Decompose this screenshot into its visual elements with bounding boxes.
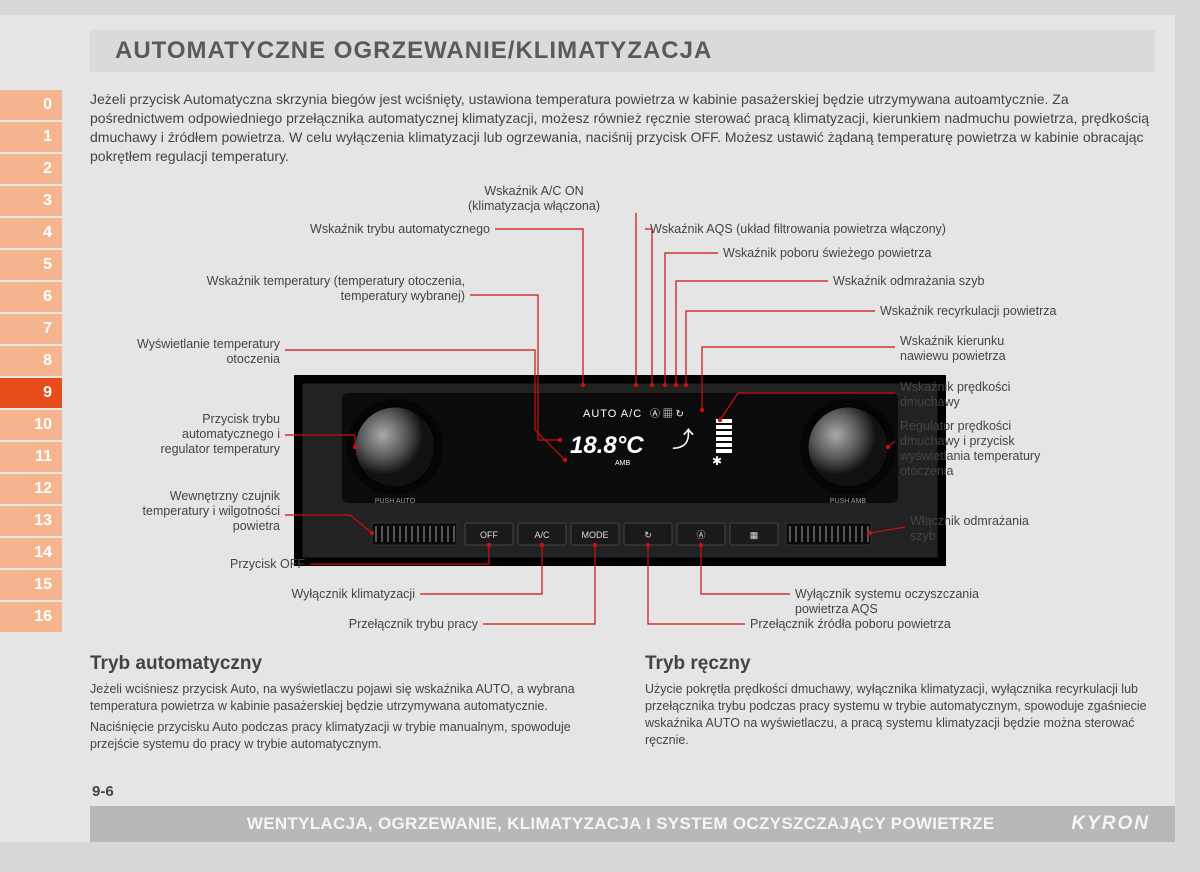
svg-text:Wyłącznik systemu oczyszczania: Wyłącznik systemu oczyszczaniapowietrza … bbox=[795, 587, 979, 616]
svg-text:A/C: A/C bbox=[534, 530, 550, 540]
chapter-tabs: 012345678910111213141516 bbox=[0, 90, 62, 634]
chapter-tab-11: 11 bbox=[0, 442, 62, 472]
chapter-tab-15: 15 bbox=[0, 570, 62, 600]
footer-title: WENTYLACJA, OGRZEWANIE, KLIMATYZACJA I S… bbox=[170, 814, 1071, 834]
svg-text:Wskaźnik trybu automatycznego: Wskaźnik trybu automatycznego bbox=[310, 222, 490, 236]
svg-text:↻: ↻ bbox=[644, 530, 652, 540]
manual-mode-heading: Tryb ręczny bbox=[645, 653, 1150, 675]
chapter-tab-7: 7 bbox=[0, 314, 62, 344]
chapter-tab-10: 10 bbox=[0, 410, 62, 440]
svg-text:18.8°C: 18.8°C bbox=[570, 432, 644, 459]
chapter-tab-13: 13 bbox=[0, 506, 62, 536]
chapter-tab-16: 16 bbox=[0, 602, 62, 632]
svg-text:✱: ✱ bbox=[712, 454, 722, 468]
svg-text:Ⓐ ▦ ↻: Ⓐ ▦ ↻ bbox=[650, 408, 684, 420]
manual-mode-section: Tryb ręczny Użycie pokrętła prędkości dm… bbox=[645, 653, 1150, 757]
chapter-tab-14: 14 bbox=[0, 538, 62, 568]
page-title-bar: AUTOMATYCZNE OGRZEWANIE/KLIMATYZACJA bbox=[90, 30, 1155, 72]
chapter-tab-0: 0 bbox=[0, 90, 62, 120]
chapter-tab-2: 2 bbox=[0, 154, 62, 184]
auto-mode-heading: Tryb automatyczny bbox=[90, 653, 595, 675]
svg-text:PUSH AUTO: PUSH AUTO bbox=[375, 498, 416, 505]
svg-text:Wyświetlanie temperaturyotocze: Wyświetlanie temperaturyotoczenia bbox=[137, 337, 281, 366]
svg-text:Wskaźnik A/C ON(klimatyzacja w: Wskaźnik A/C ON(klimatyzacja włączona) bbox=[468, 185, 600, 213]
svg-text:Przełącznik źródła poboru powi: Przełącznik źródła poboru powietrza bbox=[750, 617, 951, 631]
svg-text:Wskaźnik odmrażania szyb: Wskaźnik odmrażania szyb bbox=[833, 274, 984, 288]
svg-text:▦: ▦ bbox=[750, 530, 759, 540]
svg-text:Wskaźnik temperatury (temperat: Wskaźnik temperatury (temperatury otocze… bbox=[207, 274, 465, 303]
svg-text:Ⓐ: Ⓐ bbox=[696, 530, 705, 540]
chapter-tab-6: 6 bbox=[0, 282, 62, 312]
svg-text:AUTO A/C: AUTO A/C bbox=[583, 408, 642, 420]
svg-text:Wskaźnik kierunkunawiewu powie: Wskaźnik kierunkunawiewu powietrza bbox=[900, 334, 1006, 363]
auto-mode-section: Tryb automatyczny Jeżeli wciśniesz przyc… bbox=[90, 653, 595, 757]
svg-text:⤴: ⤴ bbox=[672, 427, 694, 452]
svg-text:Wewnętrzny czujniktemperatury: Wewnętrzny czujniktemperatury i wilgotno… bbox=[142, 489, 280, 533]
svg-text:Wskaźnik prędkościdmuchawy: Wskaźnik prędkościdmuchawy bbox=[900, 380, 1010, 409]
chapter-tab-1: 1 bbox=[0, 122, 62, 152]
footer-bar: WENTYLACJA, OGRZEWANIE, KLIMATYZACJA I S… bbox=[90, 806, 1175, 842]
auto-mode-text: Naciśnięcie przycisku Auto podczas pracy… bbox=[90, 719, 595, 753]
svg-text:Wskaźnik recyrkulacji powietrz: Wskaźnik recyrkulacji powietrza bbox=[880, 304, 1056, 318]
climate-control-diagram: PUSH AUTO PUSH AMB AUTO A/C 18.8°CAMB Ⓐ ▦ ↻ ⤴… bbox=[90, 185, 1150, 655]
svg-text:OFF: OFF bbox=[480, 530, 498, 540]
svg-text:AMB: AMB bbox=[615, 460, 631, 467]
manual-mode-text: Użycie pokrętła prędkości dmuchawy, wyłą… bbox=[645, 681, 1150, 749]
svg-text:Przełącznik trybu pracy: Przełącznik trybu pracy bbox=[349, 617, 479, 631]
svg-text:MODE: MODE bbox=[582, 530, 609, 540]
svg-text:Wskaźnik poboru świeżego powie: Wskaźnik poboru świeżego powietrza bbox=[723, 246, 931, 260]
brand-logo: KYRON bbox=[1071, 813, 1150, 835]
svg-text:PUSH AMB: PUSH AMB bbox=[830, 498, 867, 505]
intro-paragraph: Jeżeli przycisk Automatyczna skrzynia bi… bbox=[90, 90, 1150, 166]
page-title: AUTOMATYCZNE OGRZEWANIE/KLIMATYZACJA bbox=[115, 37, 712, 65]
chapter-tab-5: 5 bbox=[0, 250, 62, 280]
svg-text:Przycisk OFF: Przycisk OFF bbox=[230, 557, 305, 571]
chapter-tab-9: 9 bbox=[0, 378, 62, 408]
svg-text:Przycisk trybuautomatycznego i: Przycisk trybuautomatycznego iregulator … bbox=[160, 412, 280, 456]
svg-text:Regulator prędkościdmuchawy i: Regulator prędkościdmuchawy i przyciskwy… bbox=[899, 419, 1041, 478]
chapter-tab-12: 12 bbox=[0, 474, 62, 504]
svg-text:Wskaźnik AQS (układ filtrowani: Wskaźnik AQS (układ filtrowania powietrz… bbox=[650, 222, 946, 236]
auto-mode-text: Jeżeli wciśniesz przycisk Auto, na wyświ… bbox=[90, 681, 595, 715]
chapter-tab-4: 4 bbox=[0, 218, 62, 248]
svg-text:Wyłącznik klimatyzacji: Wyłącznik klimatyzacji bbox=[291, 587, 415, 601]
chapter-tab-3: 3 bbox=[0, 186, 62, 216]
page-number: 9-6 bbox=[92, 783, 114, 800]
chapter-tab-8: 8 bbox=[0, 346, 62, 376]
svg-text:Włącznik odmrażaniaszyb: Włącznik odmrażaniaszyb bbox=[910, 514, 1029, 543]
